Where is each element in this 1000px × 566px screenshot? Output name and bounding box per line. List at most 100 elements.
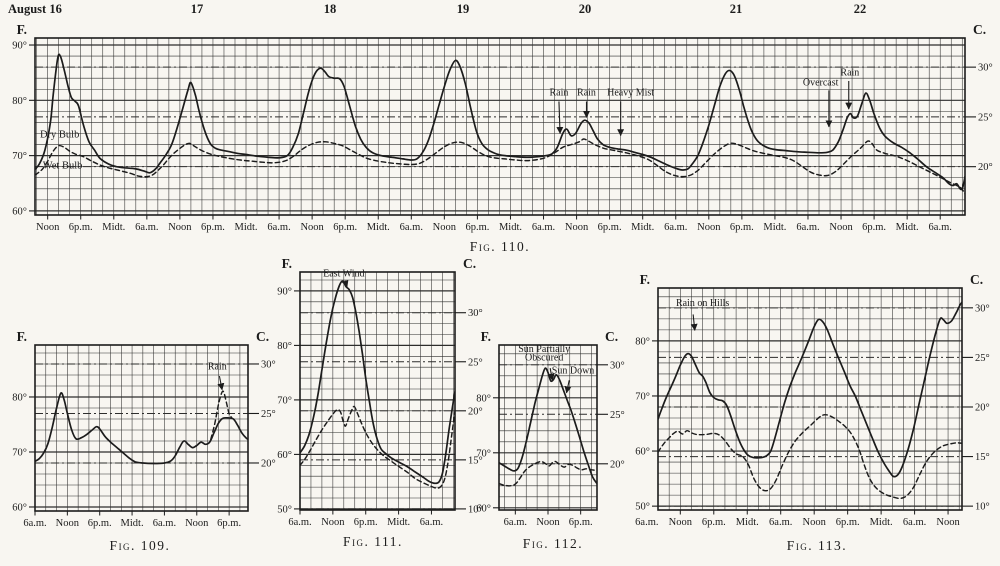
svg-text:Noon: Noon [36,222,60,233]
svg-text:Noon: Noon [936,517,960,528]
x-axis: 6a.m. Noon 6p.m. Midt. 6a.m. Noon 6p.m. [23,511,241,529]
svg-text:Sun Down: Sun Down [552,366,595,377]
plot-border [657,287,963,511]
figure-113-chart: 6a.m. Noon 6p.m. Midt. 6a.m. Noon 6p.m. Midt. 6a… [635,272,990,528]
svg-text:70°: 70° [12,447,27,458]
figure-112-caption: Fig. 112. [522,536,584,551]
series-wet-bulb [498,460,598,487]
svg-text:Heavy Mist: Heavy Mist [607,87,654,98]
svg-text:Midt.: Midt. [367,222,390,233]
svg-text:70°: 70° [277,395,292,406]
svg-text:F.: F. [282,256,292,271]
figure-110-chart: Noon 6p.m. Midt. 6a.m. Noon 6p.m. Midt. 6a.m. No… [8,2,993,233]
day-labels: August 16 17 18 19 20 21 22 [8,2,866,16]
svg-text:Noon: Noon [433,222,457,233]
svg-text:F.: F. [17,22,27,37]
svg-text:20°: 20° [610,459,625,470]
svg-text:Noon: Noon [536,517,560,528]
svg-text:6p.m.: 6p.m. [69,222,93,233]
svg-text:Midt.: Midt. [736,517,759,528]
series-temperature [34,392,249,465]
svg-text:6a.m.: 6a.m. [929,222,952,233]
svg-text:6a.m.: 6a.m. [23,518,46,529]
series-wet-bulb [657,413,963,500]
svg-text:80°: 80° [12,392,27,403]
svg-text:Noon: Noon [300,222,324,233]
series-dry-bulb [34,53,966,191]
svg-text:6p.m.: 6p.m. [836,517,860,528]
svg-text:20°: 20° [978,162,993,173]
svg-text:Obscured: Obscured [525,353,563,364]
svg-text:Midt.: Midt. [121,518,144,529]
svg-text:80°: 80° [635,336,650,347]
svg-text:19: 19 [457,2,470,16]
svg-text:25°: 25° [978,112,993,123]
svg-text:Midt.: Midt. [631,222,654,233]
y-axis-right: 30° 25° 20° C. [965,22,993,173]
svg-text:6p.m.: 6p.m. [702,517,726,528]
series-dry-bulb [299,280,456,485]
figure-113-caption: Fig. 113. [786,538,848,553]
x-axis: 6a.m. Noon 6p.m. [504,510,593,528]
svg-text:Rain: Rain [208,361,227,372]
svg-text:6p.m.: 6p.m. [569,517,593,528]
y-axis-right: 30° 25° 20° C. [597,329,625,470]
svg-text:80°: 80° [476,393,491,404]
svg-text:F.: F. [17,329,27,344]
y-axis-right: 30° 25° 20° C. [248,329,276,469]
svg-text:Rain: Rain [550,87,569,98]
svg-text:70°: 70° [635,391,650,402]
svg-text:6p.m.: 6p.m. [598,222,622,233]
svg-text:Sun Partially: Sun Partially [518,344,570,355]
svg-text:Noon: Noon [56,518,80,529]
svg-text:30°: 30° [468,308,483,319]
svg-text:22: 22 [854,2,867,16]
series-dry-bulb [657,301,963,478]
svg-text:Noon: Noon [669,517,693,528]
svg-text:6p.m.: 6p.m. [201,222,225,233]
svg-text:18: 18 [324,2,337,16]
svg-text:C.: C. [256,329,269,344]
svg-text:Overcast: Overcast [803,77,839,88]
svg-text:50°: 50° [277,504,292,515]
svg-text:Noon: Noon [321,517,345,528]
svg-text:70°: 70° [12,151,27,162]
svg-text:20°: 20° [468,406,483,417]
y-axis-left: 80° 70° 60° F. [12,329,35,513]
svg-text:6a.m.: 6a.m. [796,222,819,233]
svg-text:6p.m.: 6p.m. [333,222,357,233]
plot-border [299,271,456,511]
svg-text:C.: C. [973,22,986,37]
svg-text:15°: 15° [975,452,990,463]
figure-111-chart: 6a.m. Noon 6p.m. Midt. 6a.m. 90° 80° 70° 60° 50° F… [277,256,483,528]
grid [657,288,962,510]
svg-text:Midt.: Midt. [102,222,125,233]
figure-111-caption: Fig. 111. [343,534,403,549]
svg-text:60°: 60° [277,450,292,461]
svg-text:25°: 25° [610,410,625,421]
svg-text:Rain: Rain [577,87,596,98]
svg-text:17: 17 [191,2,204,16]
svg-text:6a.m.: 6a.m. [267,222,290,233]
svg-text:Rain on Hills: Rain on Hills [676,298,729,309]
svg-text:Noon: Noon [185,518,209,529]
svg-text:90°: 90° [12,41,27,52]
svg-text:20°: 20° [975,402,990,413]
svg-text:Noon: Noon [803,517,827,528]
svg-text:6a.m.: 6a.m. [135,222,158,233]
svg-text:60°: 60° [476,503,491,514]
svg-text:6a.m.: 6a.m. [420,517,443,528]
svg-text:90°: 90° [277,286,292,297]
svg-text:6a.m.: 6a.m. [769,517,792,528]
svg-text:80°: 80° [12,96,27,107]
svg-text:C.: C. [970,272,983,287]
y-axis-left: 90° 80° 70° 60° F. [12,22,35,217]
svg-text:25°: 25° [468,357,483,368]
svg-text:F.: F. [640,272,650,287]
annotations: Rain on Hills [676,298,729,331]
svg-text:Noon: Noon [168,222,192,233]
svg-text:15°: 15° [468,455,483,466]
svg-text:6a.m.: 6a.m. [635,517,658,528]
series-label: Dry Bulb [40,129,79,140]
